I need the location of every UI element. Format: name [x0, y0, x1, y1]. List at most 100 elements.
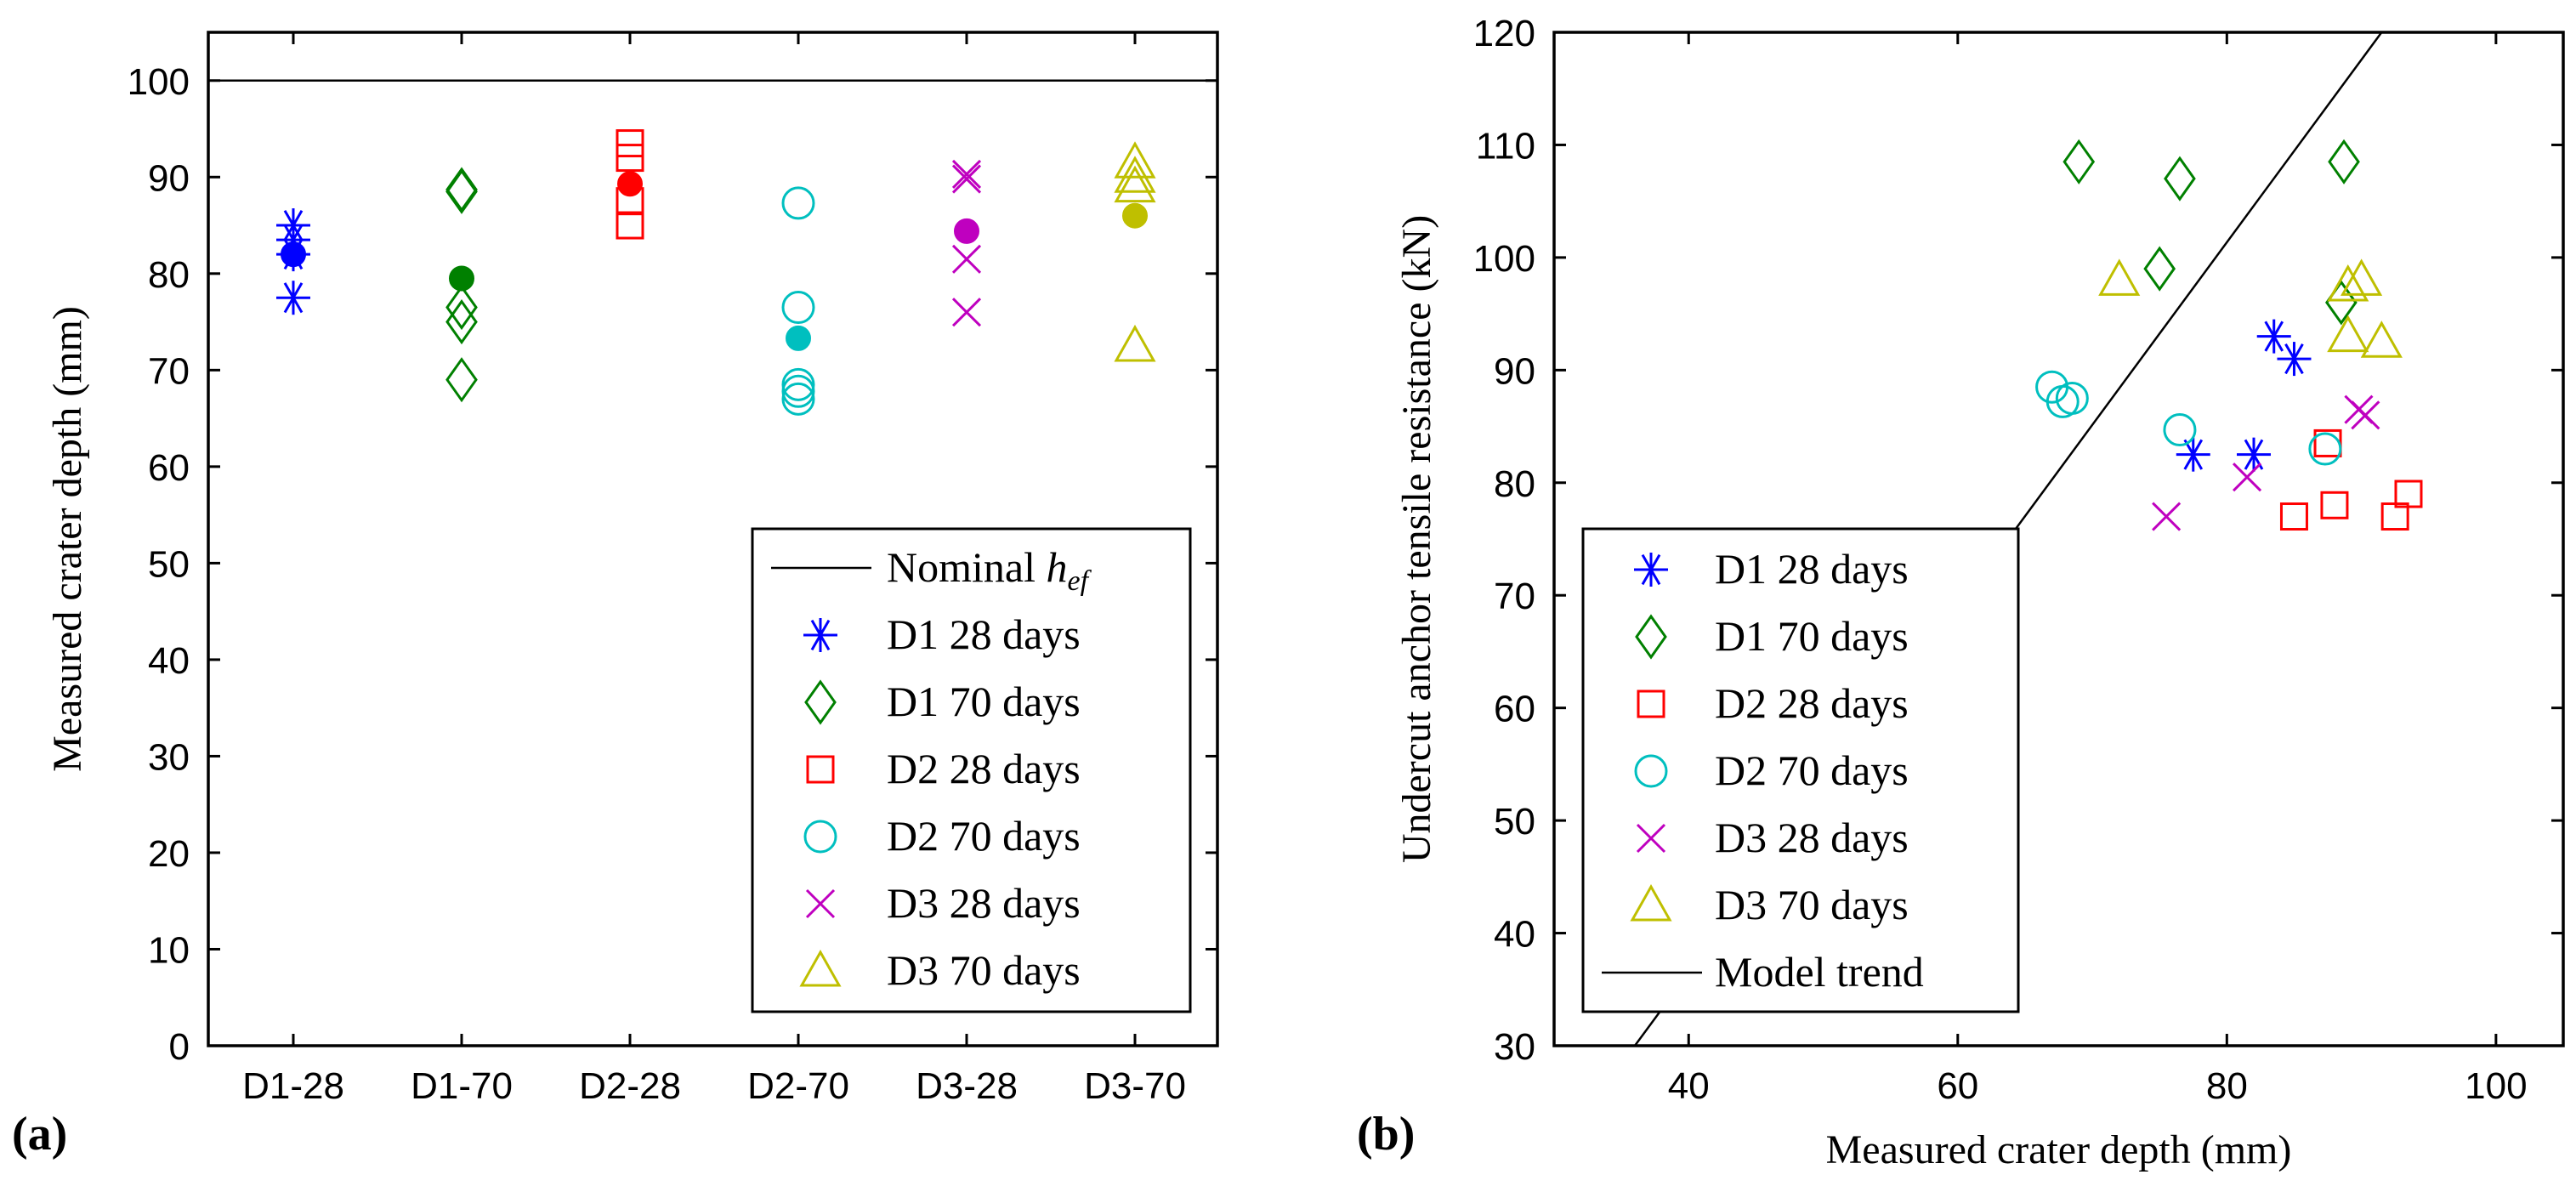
y-tick-label: 100 [1473, 238, 1535, 280]
data-point [2341, 258, 2383, 296]
data-point [951, 159, 982, 189]
y-tick-label: 0 [169, 1026, 190, 1068]
x-tick-label: D3-28 [916, 1065, 1018, 1107]
panel-a-plot-frame [207, 31, 1219, 1047]
legend-marker [1635, 614, 1667, 660]
legend-label: D1 28 days [1715, 545, 1909, 593]
mean-point [617, 171, 643, 197]
legend-marker [804, 679, 837, 725]
data-point [276, 208, 310, 243]
legend-label: D3 70 days [887, 946, 1081, 994]
data-point [781, 291, 815, 325]
panel-b-label: (b) [1357, 1108, 1415, 1160]
legend-marker [1630, 883, 1672, 922]
legend-label: D2 70 days [887, 812, 1081, 860]
legend-marker [1636, 823, 1666, 854]
panel-a-y-axis-label: Measured crater depth (mm) [45, 306, 90, 772]
y-tick-label: 70 [1494, 576, 1535, 617]
panel-b-y-axis-label: Undercut anchor tensile resistance (kN) [1394, 215, 1439, 863]
data-point [2277, 342, 2312, 377]
data-point [2055, 381, 2089, 415]
data-point [2152, 502, 2182, 531]
data-point [2164, 156, 2196, 201]
y-tick-label: 80 [1494, 463, 1535, 505]
data-point [2163, 413, 2197, 447]
x-tick-label: D2-28 [579, 1065, 681, 1107]
legend-box [1581, 527, 2020, 1013]
panel-b-x-axis-label: Measured crater depth (mm) [1826, 1127, 2292, 1172]
data-point [2328, 139, 2360, 184]
data-point [781, 186, 815, 220]
panel-a-legend: Nominal hef D1 28 days D1 70 days D2 28 day… [751, 527, 1192, 1013]
data-point [2360, 321, 2403, 358]
data-point [2327, 264, 2369, 302]
legend-marker [799, 949, 842, 987]
x-tick-label: 100 [2465, 1065, 2527, 1107]
data-point [2325, 280, 2358, 326]
data-point [1114, 324, 1156, 362]
data-point [2143, 246, 2176, 292]
y-tick-label: 20 [148, 833, 190, 875]
panel-a-label: (a) [12, 1108, 67, 1160]
data-point [616, 129, 644, 158]
data-point [2063, 139, 2096, 184]
mean-point [786, 325, 811, 351]
x-tick-label: D1-70 [411, 1065, 513, 1107]
legend-label: D3 70 days [1715, 881, 1909, 928]
x-tick-label: D3-70 [1084, 1065, 1186, 1107]
data-point [2098, 258, 2141, 296]
mean-point [449, 265, 474, 292]
data-point [951, 164, 982, 194]
data-point [2233, 462, 2262, 492]
legend-label: D2 28 days [887, 745, 1081, 792]
x-tick-label: 40 [1668, 1065, 1710, 1107]
x-tick-label: D1-28 [242, 1065, 344, 1107]
legend-label: Nominal hef [887, 543, 1092, 597]
data-point [1114, 165, 1156, 203]
data-point [445, 298, 478, 345]
legend-marker [803, 618, 837, 652]
data-point [781, 367, 815, 401]
legend-symbol: h [1046, 543, 1067, 591]
data-point [951, 298, 982, 327]
data-point [1114, 156, 1156, 193]
legend-box [751, 527, 1192, 1013]
y-tick-label: 30 [148, 736, 190, 778]
data-point [445, 357, 478, 403]
panel-a-crater-depth-by-category: 0 10 20 30 40 50 60 70 80 90 100 D1-28 D1-70 D2-28 D2-… [12, 31, 1219, 1160]
y-tick-label: 10 [148, 929, 190, 971]
y-tick-label: 110 [1476, 125, 1535, 167]
panel-b-ticks: 30 40 50 60 70 80 90 100 110 120 40 60 80 100 [1473, 13, 2563, 1107]
data-point [2308, 432, 2342, 466]
data-point [2256, 319, 2291, 354]
panel-b-legend: D1 28 days D1 70 days D2 28 days D2 70 days… [1581, 527, 2020, 1013]
legend-label: D1 28 days [887, 610, 1081, 658]
y-tick-label: 70 [148, 350, 190, 392]
x-tick-label: 80 [2206, 1065, 2248, 1107]
panel-a-data-marks [276, 129, 1156, 416]
data-point [2176, 437, 2210, 472]
data-point [2351, 400, 2380, 430]
mean-point [281, 241, 306, 268]
data-point [1114, 141, 1156, 179]
y-tick-label: 100 [128, 61, 190, 103]
data-point [616, 144, 644, 173]
data-point [2320, 491, 2349, 519]
x-tick-label: D2-70 [747, 1065, 849, 1107]
data-point [616, 211, 644, 240]
data-point [951, 244, 982, 274]
y-tick-label: 50 [148, 543, 190, 585]
legend-label: D3 28 days [1715, 814, 1909, 861]
y-tick-label: 40 [1494, 914, 1535, 956]
y-tick-label: 30 [1494, 1026, 1535, 1068]
data-point [2327, 315, 2369, 353]
legend-label: D3 28 days [887, 879, 1081, 927]
legend-marker [805, 888, 836, 919]
data-point [445, 284, 478, 331]
data-point [2279, 502, 2308, 531]
y-tick-label: 40 [148, 640, 190, 682]
legend-marker [1634, 553, 1668, 587]
y-tick-label: 80 [148, 254, 190, 296]
legend-subscript: ef [1067, 565, 1092, 597]
